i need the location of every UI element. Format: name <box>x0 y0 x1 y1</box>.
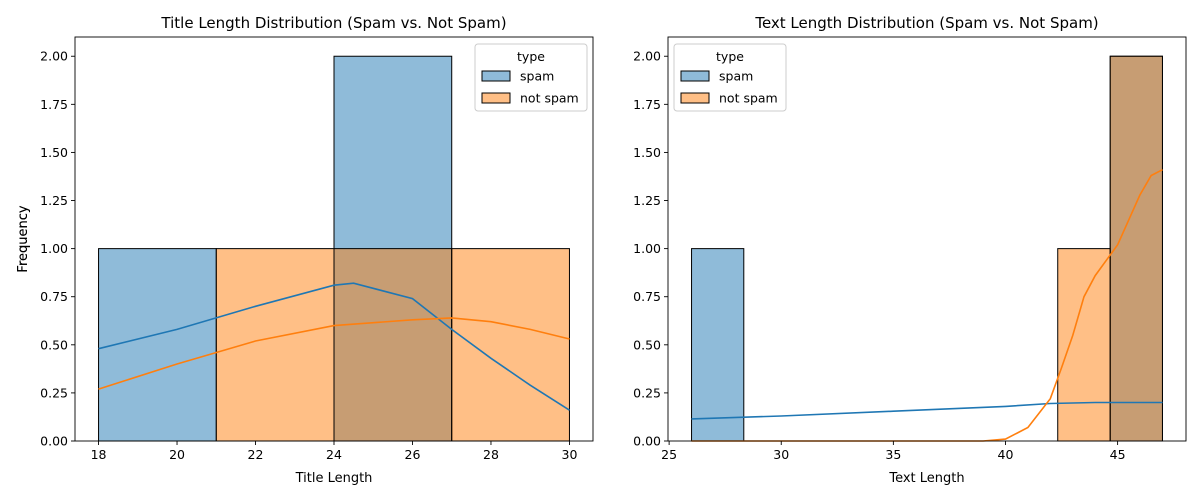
y-axis-label: Frequency <box>16 205 31 272</box>
legend-title: type <box>716 49 744 64</box>
legend: type spam not spam <box>673 43 787 112</box>
kde-line-spam <box>691 401 1163 420</box>
legend-label-spam: spam <box>719 69 753 84</box>
x-tick-label: 28 <box>483 447 499 462</box>
x-tick-label: 30 <box>562 447 578 462</box>
bar-not-spam <box>1057 248 1111 442</box>
y-tick-label: 1.00 <box>40 241 68 256</box>
text-length-chart: 25 30 35 40 45 0.00 0.25 0.50 0.75 1.00 1.25 1.50 1.… <box>16 14 1187 486</box>
legend-label-spam: spam <box>520 69 554 84</box>
x-tick-label: 25 <box>661 447 677 462</box>
y-tick-label: 1.25 <box>40 193 68 208</box>
bar-not-spam <box>1109 55 1163 442</box>
legend-swatch-not-spam <box>481 92 511 104</box>
y-tick-label: 0.75 <box>40 289 68 304</box>
x-tick-label: 18 <box>91 447 107 462</box>
y-tick-label: 1.75 <box>40 97 68 112</box>
x-tick-label: 45 <box>1110 447 1126 462</box>
bar-not-spam <box>451 248 570 442</box>
x-tick-label: 26 <box>405 447 421 462</box>
legend-label-not-spam: not spam <box>520 91 579 106</box>
x-tick-label: 24 <box>326 447 342 462</box>
y-tick-label: 1.50 <box>40 145 68 160</box>
legend-swatch-spam <box>481 70 511 82</box>
legend: type spam not spam <box>474 43 588 112</box>
y-tick-label: 2.00 <box>633 49 661 64</box>
y-tick-label: 1.50 <box>633 145 661 160</box>
y-tick-label: 0.25 <box>633 385 661 400</box>
y-tick-label: 1.75 <box>633 97 661 112</box>
chart-title: Title Length Distribution (Spam vs. Not … <box>160 14 506 32</box>
kde-line-spam <box>98 282 570 411</box>
x-axis-label: Title Length <box>295 471 373 486</box>
bar-spam <box>98 248 217 442</box>
bar-not-spam <box>215 248 335 442</box>
x-axis-label: Text Length <box>888 471 964 486</box>
y-tick-label: 1.25 <box>633 193 661 208</box>
legend-label-not-spam: not spam <box>719 91 778 106</box>
bar-not-spam <box>333 248 453 442</box>
kde-line-not-spam <box>98 317 570 390</box>
y-tick-label: 0.00 <box>633 434 661 449</box>
y-tick-label: 1.00 <box>633 241 661 256</box>
y-axis-label: Frequency <box>16 205 31 272</box>
y-tick-label: 0.75 <box>633 289 661 304</box>
legend-swatch-not-spam <box>680 92 710 104</box>
y-tick-label: 0.50 <box>633 337 661 352</box>
y-tick-label: 0.25 <box>40 385 68 400</box>
y-tick-label: 0.00 <box>40 434 68 449</box>
chart-title: Text Length Distribution (Spam vs. Not S… <box>754 14 1098 32</box>
x-tick-label: 40 <box>998 447 1014 462</box>
x-tick-label: 22 <box>248 447 264 462</box>
axes-frame <box>667 36 1187 442</box>
legend-title: type <box>517 49 545 64</box>
title-length-chart: 18 20 22 24 26 28 30 0.00 0.25 0.50 0.75 1.00 1.25 1.… <box>16 14 594 486</box>
y-tick-label: 2.00 <box>40 49 68 64</box>
x-tick-label: 35 <box>885 447 901 462</box>
legend-swatch-spam <box>680 70 710 82</box>
kde-line-not-spam <box>691 168 1163 442</box>
x-tick-label: 30 <box>773 447 789 462</box>
x-tick-label: 20 <box>169 447 185 462</box>
bar-spam <box>691 248 745 442</box>
y-tick-label: 0.50 <box>40 337 68 352</box>
